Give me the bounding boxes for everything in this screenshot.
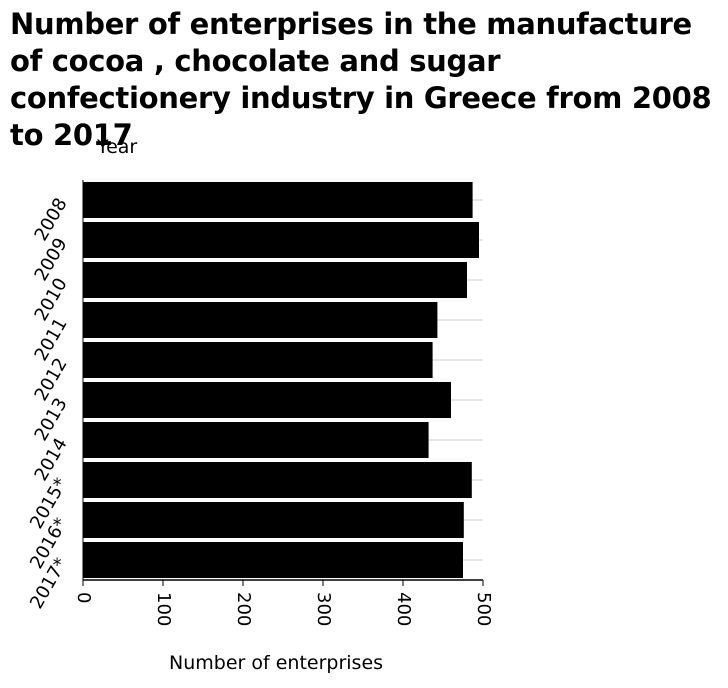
x-tick-label: 500 (473, 592, 494, 626)
x-tick-label: 100 (153, 592, 174, 626)
bar-2011 (83, 302, 438, 338)
bar-2010 (83, 262, 467, 298)
bar-2016 (83, 502, 464, 538)
chart-title: Number of enterprises in the manufacture… (10, 7, 712, 152)
x-tick-label: 300 (313, 592, 334, 626)
bar-2017 (83, 542, 463, 578)
x-tick-labels: 0 100 200 300 400 500 (73, 580, 494, 626)
x-axis-title: Number of enterprises (169, 652, 384, 674)
bar-2008 (83, 182, 473, 218)
bar-2014 (83, 422, 429, 458)
bar-2012 (83, 342, 433, 378)
bar-2015 (83, 462, 472, 498)
x-tick-label: 400 (393, 592, 414, 626)
bars (83, 182, 479, 578)
y-tick-labels: 20082009201020112012201320142015*2016*20… (26, 195, 72, 613)
bar-2013 (83, 382, 451, 418)
x-tick-label: 0 (73, 592, 94, 603)
axes (82, 180, 483, 581)
bar-2009 (83, 222, 479, 258)
x-tick-label: 200 (233, 592, 254, 626)
y-axis-title: Year (97, 136, 138, 158)
